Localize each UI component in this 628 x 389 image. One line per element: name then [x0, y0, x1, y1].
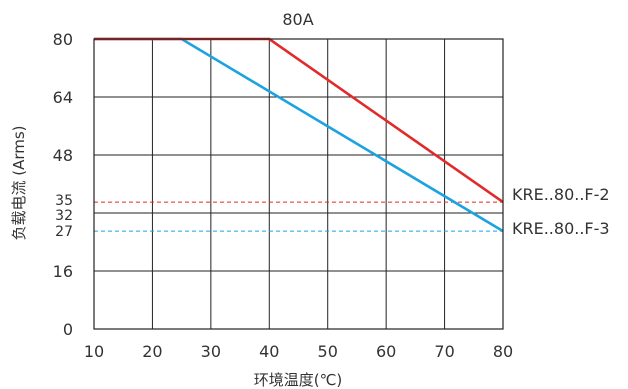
y-axis-label: 负载电流 (Arms) — [10, 125, 28, 240]
x-tick-label: 10 — [84, 342, 104, 361]
y-tick-label: 27 — [55, 224, 73, 240]
x-tick-label: 80 — [493, 342, 513, 361]
y-tick-label: 16 — [53, 262, 73, 281]
x-tick-label: 30 — [201, 342, 221, 361]
legend: KRE..80..F-2 KRE..80..F-3 — [512, 185, 610, 238]
reference-lines — [94, 201, 503, 232]
x-tick-label: 20 — [142, 342, 162, 361]
chart-title: 80A — [282, 10, 313, 29]
series-line — [94, 37, 504, 204]
x-axis-label: 环境温度(℃) — [254, 371, 343, 389]
x-tick-label: 70 — [434, 342, 454, 361]
axes — [93, 38, 504, 330]
grid — [93, 38, 504, 329]
legend-label: KRE..80..F-3 — [512, 219, 610, 238]
y-tick-label: 64 — [53, 88, 73, 107]
y-tick-label: 0 — [63, 320, 73, 339]
x-tick-label: 60 — [376, 342, 396, 361]
y-tick-label: 32 — [55, 208, 73, 224]
plot-frame — [93, 38, 504, 330]
x-tick-label: 40 — [259, 342, 279, 361]
legend-label: KRE..80..F-2 — [512, 185, 610, 204]
y-tick-label: 80 — [53, 30, 73, 49]
y-tick-label: 48 — [53, 146, 73, 165]
y-tick-label: 35 — [55, 193, 73, 209]
x-tick-labels: 10 20 30 40 50 60 70 80 — [84, 342, 513, 361]
x-tick-label: 50 — [318, 342, 338, 361]
